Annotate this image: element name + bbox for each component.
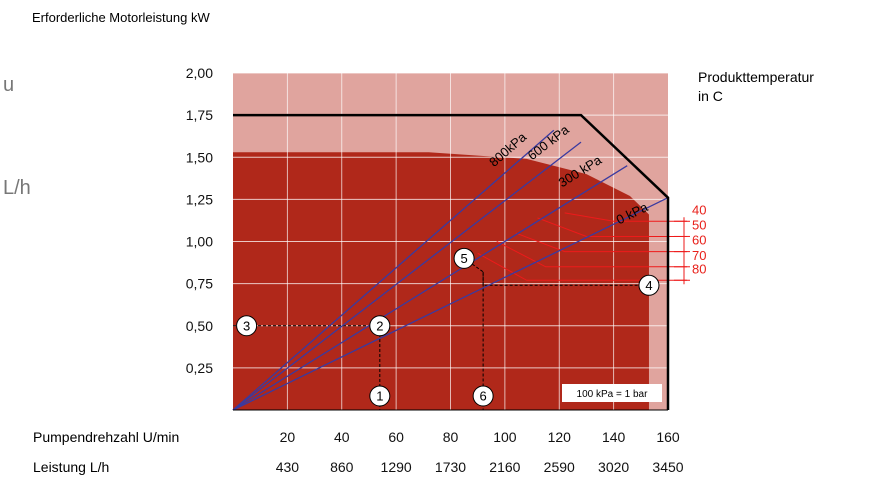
step-marker (369, 385, 391, 407)
x-tick-label-speed: 120 (548, 429, 572, 445)
x-axis-label-speed: Pumpendrehzahl U/min (33, 429, 179, 445)
x-tick-label-speed: 100 (493, 429, 517, 445)
step-marker-label: 4 (645, 278, 652, 293)
step-marker (369, 315, 391, 337)
legend-title-line: in C (698, 88, 723, 104)
x-tick-label-capacity: 2160 (489, 459, 520, 475)
x-tick-label-capacity: 2590 (544, 459, 575, 475)
x-tick-label-speed: 80 (443, 429, 459, 445)
pressure-line (232, 165, 628, 411)
step-marker-label: 3 (243, 318, 250, 333)
y-tick-label: 2,00 (186, 65, 213, 81)
temperature-label: 70 (692, 248, 706, 263)
step-marker-label: 1 (376, 389, 383, 404)
note-box (562, 384, 662, 402)
step-marker (638, 274, 660, 296)
y-axis-title: Erforderliche Motorleistung kW (32, 10, 210, 25)
x-tick-label-speed: 160 (656, 429, 680, 445)
x-tick-label-speed: 20 (280, 429, 296, 445)
y-tick-label: 1,25 (186, 191, 213, 207)
step-marker (472, 385, 494, 407)
temperature-label: 80 (692, 261, 706, 276)
y-tick-label: 1,75 (186, 107, 213, 123)
y-tick-label: 0,75 (186, 276, 213, 292)
step-marker-label: 6 (480, 389, 487, 404)
x-tick-label-speed: 140 (602, 429, 626, 445)
y-tick-label: 0,25 (186, 360, 213, 376)
y-tick-label: 1,00 (186, 234, 213, 250)
x-tick-label-speed: 40 (334, 429, 350, 445)
temperature-line (477, 252, 688, 281)
temperature-line (537, 217, 688, 237)
x-tick-label-speed: 60 (388, 429, 404, 445)
x-tick-label-capacity: 3450 (652, 459, 683, 475)
clipped-text-fragment: u (3, 74, 14, 96)
x-tick-label-capacity: 1730 (435, 459, 466, 475)
pressure-line (232, 197, 669, 411)
legend-title: Produkttemperatur in C (698, 69, 814, 104)
temperature-label: 60 (692, 233, 706, 248)
y-tick-label: 1,50 (186, 149, 213, 165)
step-marker (453, 247, 475, 269)
legend-title-line: Produkttemperatur (698, 69, 814, 85)
x-tick-label-capacity: 3020 (598, 459, 629, 475)
step-marker (236, 315, 258, 337)
temperature-line (515, 232, 688, 253)
x-tick-label-capacity: 430 (276, 459, 300, 475)
clipped-text-fragment: L/h (3, 177, 31, 199)
temperature-line (564, 212, 688, 222)
temperature-label: 40 (692, 202, 706, 217)
step-marker-label: 2 (376, 318, 383, 333)
max-power-envelope (233, 113, 670, 410)
step-marker-label: 5 (460, 251, 467, 266)
pressure-line (232, 129, 555, 411)
x-tick-label-capacity: 860 (330, 459, 354, 475)
x-axis-label-capacity: Leistung L/h (33, 459, 109, 475)
y-tick-label: 0,50 (186, 318, 213, 334)
note-text: 100 kPa = 1 bar (577, 389, 649, 400)
temperature-label: 50 (692, 217, 706, 232)
temperature-line (496, 241, 688, 268)
pressure-line (232, 141, 582, 411)
x-tick-label-capacity: 1290 (381, 459, 412, 475)
